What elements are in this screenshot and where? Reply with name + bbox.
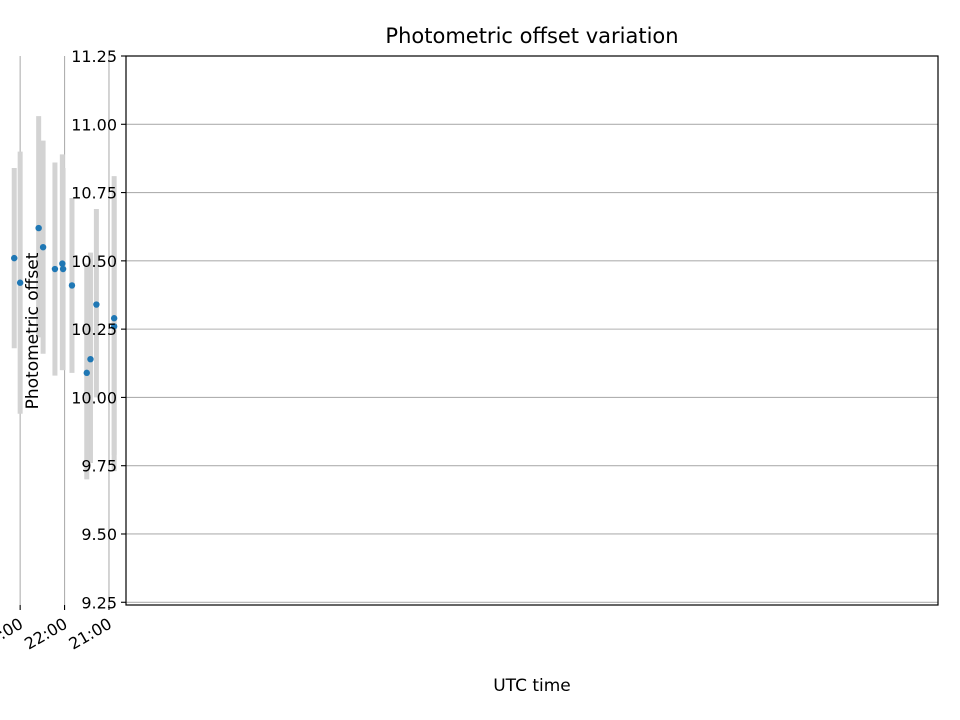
y-tick-label: 9.75 — [81, 457, 117, 476]
plot-frame — [125, 55, 939, 606]
y-tick-label: 10.50 — [71, 252, 117, 271]
data-point — [87, 355, 94, 363]
data-point — [11, 254, 18, 262]
y-tick-label: 11.00 — [71, 115, 117, 134]
y-tick-label: 10.75 — [71, 184, 117, 203]
y-tick-label: 10.00 — [71, 388, 117, 407]
data-point — [59, 260, 66, 267]
y-tick-label: 9.25 — [81, 593, 117, 612]
data-point — [39, 243, 47, 251]
chart-title: Photometric offset variation — [385, 24, 678, 48]
data-point — [16, 279, 24, 286]
data-point — [68, 282, 76, 289]
y-tick-label: 10.25 — [71, 320, 117, 339]
data-point — [59, 265, 67, 273]
y-axis-title: Photometric offset — [23, 252, 43, 409]
y-tick-label: 11.25 — [71, 47, 117, 66]
data-point — [51, 265, 59, 273]
data-point — [110, 315, 118, 322]
y-tick-label: 9.50 — [81, 525, 117, 544]
data-point — [83, 369, 90, 377]
data-point — [93, 301, 100, 308]
data-point — [35, 224, 42, 232]
y-axis-ticks: 9.25 9.50 9.75 10.00 10.25 10.50 10.75 11.00 11.… — [71, 47, 126, 612]
data-point — [110, 323, 118, 330]
x-axis-title: UTC time — [493, 676, 571, 696]
data-points — [11, 224, 118, 377]
